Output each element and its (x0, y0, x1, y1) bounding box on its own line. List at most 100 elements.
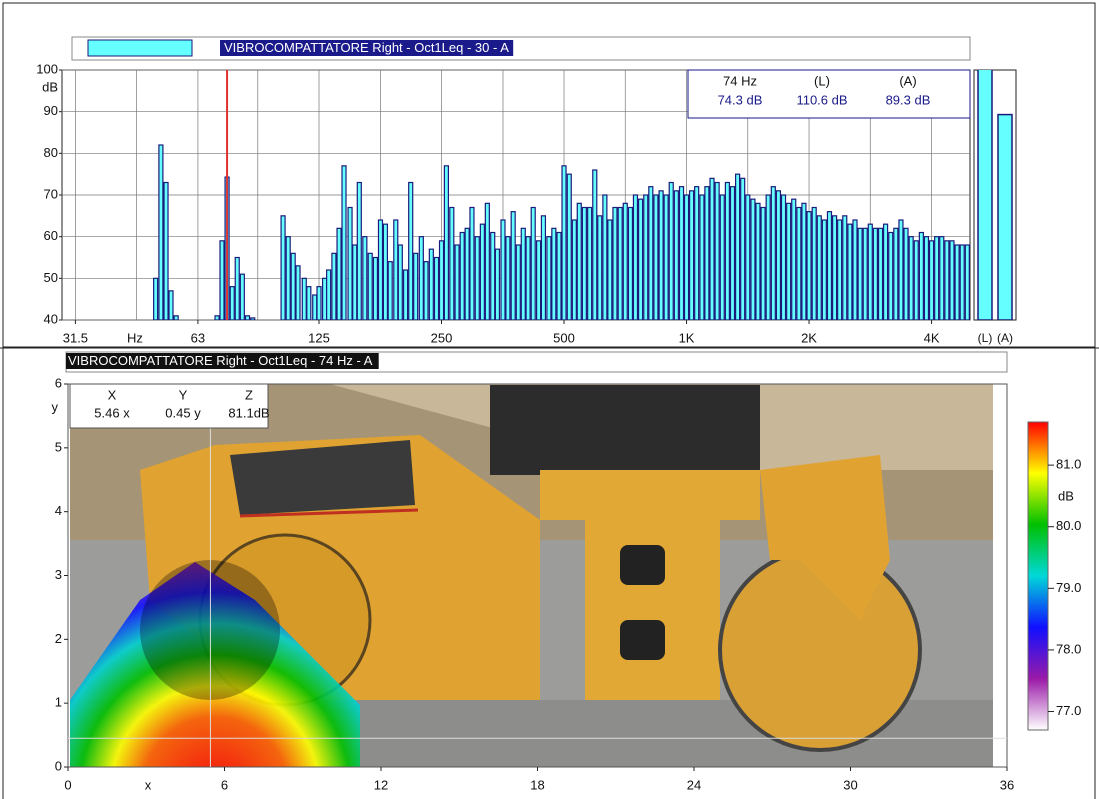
y-tick-label: 5 (55, 439, 62, 454)
bar (673, 190, 679, 320)
bar (607, 219, 613, 320)
y-tick-label: 2 (55, 631, 62, 646)
top-panel-frame (2, 2, 1096, 348)
bar (949, 240, 955, 320)
bar (959, 244, 965, 320)
bar (515, 244, 521, 320)
bar (923, 236, 930, 320)
y-tick-label: 80 (44, 145, 58, 160)
bar (321, 277, 328, 320)
bar (831, 215, 838, 320)
machine-stripe (239, 508, 419, 518)
chart-title: VIBROCOMPATTATORE Right - Oct1Leq - 74 H… (68, 353, 373, 368)
bar (699, 194, 705, 320)
bar (964, 244, 970, 320)
bar (913, 240, 919, 320)
x-tick-label: 0 (64, 777, 71, 792)
bar (484, 202, 490, 320)
bar (173, 315, 179, 320)
bar (382, 223, 389, 320)
photo (70, 384, 993, 767)
bar (500, 219, 506, 320)
bar (459, 231, 465, 320)
bar (908, 236, 914, 320)
machine-opening (620, 545, 665, 585)
bar (944, 240, 950, 320)
bar (801, 202, 807, 320)
x-tick-label: 500 (553, 330, 575, 345)
bar (301, 277, 307, 320)
bar (688, 190, 695, 320)
colorbar-tick-label: 79.0 (1056, 580, 1081, 595)
bar (862, 227, 868, 320)
x-tick-label: 12 (374, 777, 388, 792)
machine-cab (490, 385, 760, 475)
bar (479, 223, 485, 320)
bar (791, 198, 797, 320)
bar (775, 190, 782, 320)
bar (535, 240, 542, 320)
bar (347, 206, 353, 320)
bar (903, 227, 909, 320)
bar (683, 194, 690, 320)
y-tick-label: 4 (55, 503, 62, 518)
bar (745, 194, 751, 320)
bar (816, 215, 822, 320)
bar (857, 227, 863, 320)
machine-rear (760, 455, 890, 620)
x-tick-label: 1K (679, 330, 695, 345)
bar (740, 177, 746, 320)
y-tick-label: 1 (55, 695, 62, 710)
bar (158, 144, 164, 320)
heatmap (70, 562, 360, 767)
colorbar-unit: dB (1058, 488, 1074, 503)
readout: 74 Hz 74.3 dB (L) 110.6 dB (A) 89.3 dB (718, 73, 931, 107)
bar (724, 181, 730, 320)
total-bar (977, 70, 993, 320)
bar (786, 202, 792, 320)
bar (847, 223, 853, 320)
bar (755, 202, 761, 320)
total-label: (A) (997, 331, 1013, 345)
bar (821, 219, 827, 320)
bar (729, 186, 736, 320)
bar (168, 290, 174, 320)
bar (280, 215, 286, 320)
bar (510, 211, 516, 320)
bar (494, 248, 501, 320)
bar (806, 211, 812, 320)
readout-label: Z (245, 387, 253, 402)
spectrum-layer: 40 50 60 70 80 90 100 dB 31.5 63 125 250 500 1K 2K 4K Hz (36, 61, 970, 345)
bar (939, 236, 945, 320)
bar (597, 215, 603, 320)
bar (852, 219, 858, 320)
x-tick-label: 30 (843, 777, 857, 792)
bar (617, 206, 623, 320)
colorbar-tick-label: 80.0 (1056, 518, 1081, 533)
y-tick-label: 40 (44, 311, 58, 326)
bar (393, 219, 399, 320)
bar (811, 206, 817, 320)
bar (760, 206, 766, 320)
bar (898, 219, 904, 320)
bar (770, 186, 776, 320)
title-highlight (66, 353, 379, 369)
bar (540, 215, 547, 320)
bar (326, 269, 332, 320)
x-tick-label: 18 (530, 777, 544, 792)
bar (668, 181, 674, 320)
bar (765, 194, 771, 320)
bar (750, 198, 756, 320)
bar (153, 277, 159, 320)
bar (602, 194, 608, 320)
bar (520, 227, 526, 320)
bar (423, 261, 429, 320)
bar (413, 252, 419, 320)
bar (735, 173, 741, 320)
x-tick-label: 31.5 (63, 330, 88, 345)
bar (428, 248, 434, 320)
bar (505, 236, 511, 320)
